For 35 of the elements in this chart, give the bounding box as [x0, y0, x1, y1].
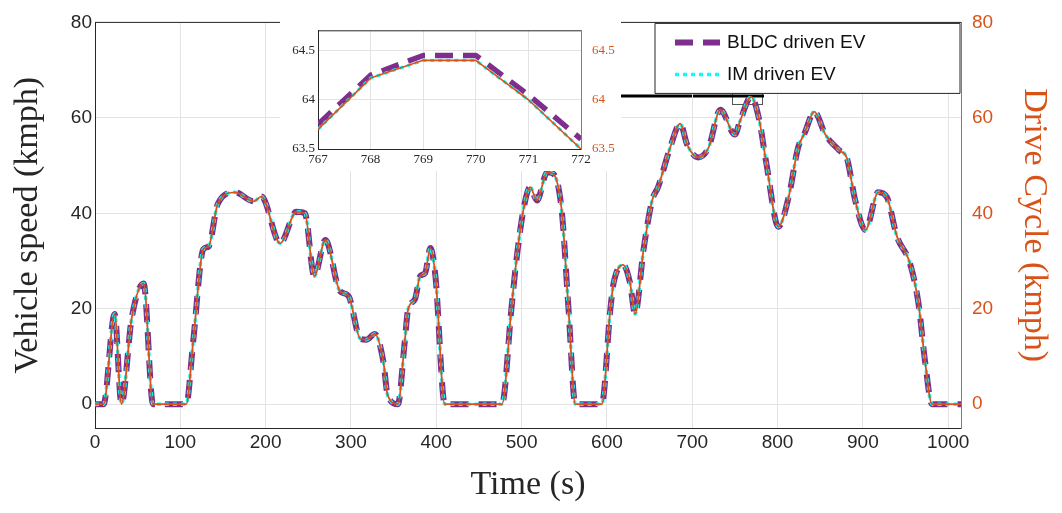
x-tick-label: 600: [591, 430, 623, 452]
y2-tick-label: 60: [972, 106, 994, 128]
y2-tick-label: 40: [972, 201, 994, 223]
x-tick-label: 771: [518, 151, 539, 167]
legend-label: IM driven EV: [727, 62, 837, 84]
x-tick-label: 700: [676, 430, 709, 452]
x-tick-label: 100: [164, 430, 197, 452]
y2-tick-label: 63.5: [592, 140, 615, 156]
x-tick-label: 300: [335, 430, 367, 452]
y2-tick-label: 64.5: [592, 41, 615, 57]
y2-tick-label: 20: [972, 296, 994, 318]
y-tick-label: 40: [70, 201, 92, 223]
y-tick-label: 64: [302, 91, 316, 107]
y-tick-label: 60: [70, 106, 92, 128]
y2-axis-title: Drive Cycle (kmph): [1016, 88, 1055, 363]
y-tick-label: 64.5: [292, 41, 315, 57]
x-tick-label: 772: [571, 151, 591, 167]
x-tick-label: 770: [466, 151, 486, 167]
x-tick-label: 400: [420, 430, 453, 452]
y-axis-title: Vehicle speed (kmph): [7, 76, 46, 374]
x-tick-label: 500: [505, 430, 538, 452]
y-tick-label: 20: [70, 296, 92, 318]
x-axis-title: Time (s): [470, 463, 586, 502]
y-tick-label: 80: [70, 10, 92, 32]
x-tick-label: 768: [360, 151, 381, 167]
x-tick-label: 200: [249, 430, 282, 452]
y2-tick-label: 0: [972, 392, 983, 414]
y2-tick-label: 64: [592, 91, 606, 107]
y2-tick-label: 80: [972, 10, 994, 32]
y-tick-label: 0: [81, 392, 92, 414]
x-tick-label: 769: [413, 151, 433, 167]
x-tick-label: 800: [761, 430, 794, 452]
x-tick-label: 900: [847, 430, 879, 452]
legend-label: BLDC driven EV: [727, 30, 866, 52]
x-tick-label: 1000: [927, 430, 970, 452]
